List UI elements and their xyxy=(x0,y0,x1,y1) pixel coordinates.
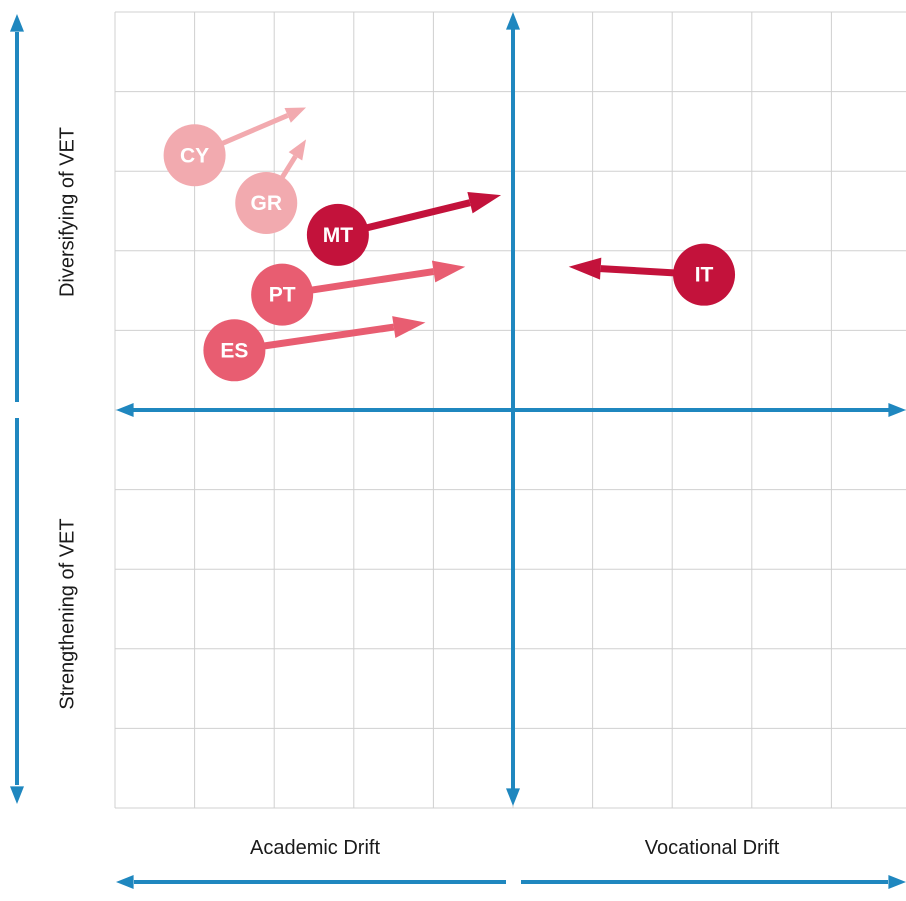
left-arrow-up-head xyxy=(10,14,24,32)
country-label-it: IT xyxy=(695,264,714,287)
arrow-head-cy xyxy=(285,108,307,123)
bottom-arrow-right-head xyxy=(888,875,906,889)
horizontal-axis-arrow-right xyxy=(888,403,906,417)
arrow-head-es xyxy=(392,316,425,338)
arrow-head-it xyxy=(569,258,602,280)
bottom-arrow-left-head xyxy=(116,875,134,889)
country-label-gr: GR xyxy=(250,192,282,215)
vertical-axis-arrow-up xyxy=(506,12,520,30)
vertical-axis-arrow-down xyxy=(506,788,520,806)
label-vocational-drift: Vocational Drift xyxy=(645,837,780,860)
country-label-es: ES xyxy=(220,339,248,362)
horizontal-axis-arrow-left xyxy=(116,403,134,417)
country-label-cy: CY xyxy=(180,144,209,167)
country-label-pt: PT xyxy=(269,284,296,307)
arrow-head-gr xyxy=(289,139,306,160)
country-label-mt: MT xyxy=(323,224,353,247)
arrow-head-mt xyxy=(467,192,501,213)
label-academic-drift: Academic Drift xyxy=(250,837,380,860)
label-strengthening-of-vet: Strengthening of VET xyxy=(57,518,80,709)
left-arrow-down-head xyxy=(10,786,24,804)
label-diversifying-of-vet: Diversifying of VET xyxy=(57,127,80,297)
arrow-head-pt xyxy=(432,261,465,283)
